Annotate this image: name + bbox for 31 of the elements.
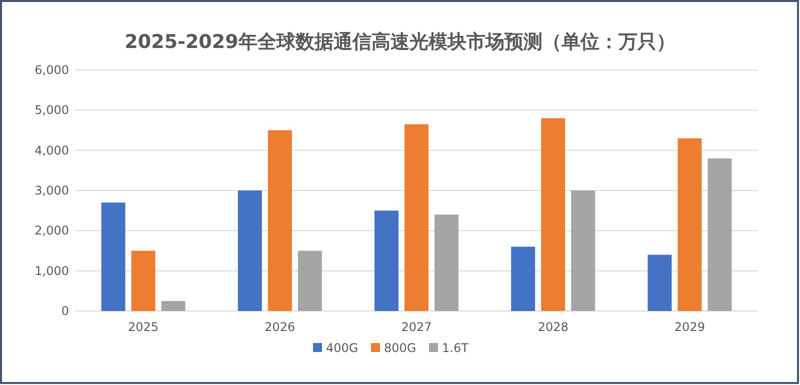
- y-tick-label: 2,000: [34, 224, 69, 238]
- bar: [101, 202, 126, 311]
- bar: [238, 190, 262, 311]
- x-tick-label: 2029: [674, 320, 705, 334]
- bar: [434, 214, 458, 311]
- bar: [708, 158, 732, 311]
- bar: [511, 246, 536, 311]
- y-tick-label: 4,000: [34, 143, 69, 158]
- bar: [571, 190, 596, 311]
- x-tick-label: 2025: [128, 320, 159, 334]
- x-tick-label: 2028: [538, 320, 568, 334]
- legend-label: 400G: [326, 341, 358, 355]
- legend-label: 1.6T: [442, 341, 470, 355]
- y-tick-label: 0: [61, 304, 69, 318]
- bar: [298, 250, 322, 311]
- bar: [374, 210, 398, 311]
- legend-label: 800G: [384, 341, 416, 355]
- bar: [131, 250, 156, 311]
- chart-title: 2025-2029年全球数据通信高速光模块市场预测（单位：万只）: [124, 31, 676, 53]
- bar: [648, 254, 672, 311]
- y-tick-label: 6,000: [34, 63, 69, 77]
- y-tick-label: 5,000: [34, 103, 69, 118]
- bar: [541, 118, 566, 311]
- y-tick-label: 1,000: [34, 264, 69, 278]
- x-tick-label: 2027: [401, 320, 432, 334]
- bar: [404, 124, 428, 311]
- bar: [161, 300, 186, 311]
- x-tick-label: 2026: [264, 320, 296, 334]
- bar: [268, 130, 292, 311]
- y-tick-label: 3,000: [34, 184, 69, 198]
- bar: [678, 138, 702, 311]
